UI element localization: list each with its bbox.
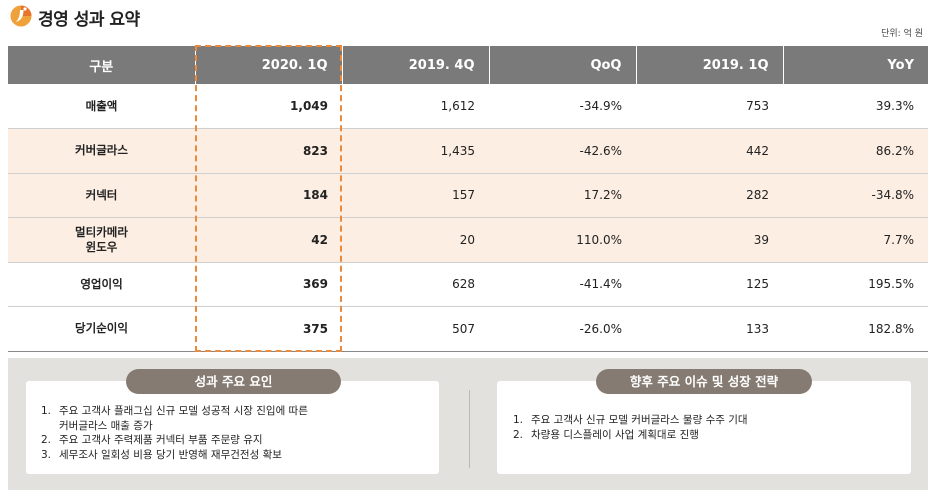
list-item: 2. 주요 고객사 주력제품 커넥터 부품 주문량 유지	[41, 433, 431, 448]
list-item-number: 1.	[41, 405, 52, 417]
cell-2020q1: 42	[195, 217, 342, 263]
cell-2020q1: 823	[195, 128, 342, 174]
list-item-text: 주요 고객사 플래그십 신규 모델 성공적 시장 진입에 따른	[59, 405, 308, 417]
strategy-card	[497, 381, 911, 474]
summary-panel: 성과 주요 요인 향후 주요 이슈 및 성장 전략 1. 주요 고객사 플래그십…	[8, 358, 928, 490]
page-title: 경영 성과 요약	[38, 10, 140, 30]
table-row: 커버글라스 823 1,435 -42.6% 442 86.2%	[8, 128, 928, 174]
list-item-text: 주요 고객사 신규 모델 커버글라스 물량 수주 기대	[531, 414, 748, 426]
cell-qoq: -42.6%	[489, 128, 636, 174]
list-item-text: 주요 고객사 주력제품 커넥터 부품 주문량 유지	[59, 434, 263, 446]
cell-qoq: -26.0%	[489, 306, 636, 352]
cell-2019q4: 507	[342, 306, 489, 352]
strategy-list: 1. 주요 고객사 신규 모델 커버글라스 물량 수주 기대 2. 차량용 디스…	[513, 413, 903, 442]
list-item: 2. 차량용 디스플레이 사업 계획대로 진행	[513, 428, 903, 443]
list-item-number: 3.	[41, 448, 52, 461]
row-label: 매출액	[8, 84, 195, 129]
row-label-line2: 윈도우	[85, 239, 118, 254]
cell-2019q4: 1,435	[342, 128, 489, 174]
list-item-text: 세무조사 일회성 비용 당기 반영해 재무건전성 확보	[59, 448, 282, 461]
table-row: 당기순이익 375 507 -26.0% 133 182.8%	[8, 306, 928, 352]
row-label: 영업이익	[8, 262, 195, 307]
strategy-title: 향후 주요 이슈 및 성장 전략	[596, 369, 812, 394]
cell-qoq: -34.9%	[489, 84, 636, 129]
cell-2019q1: 442	[636, 128, 783, 174]
cell-qoq: -41.4%	[489, 262, 636, 307]
factors-card	[26, 381, 439, 474]
list-item-number: 2.	[41, 434, 52, 446]
table-row: 매출액 1,049 1,612 -34.9% 753 39.3%	[8, 84, 928, 129]
unit-label: 단위: 억 원	[881, 29, 923, 39]
cell-2020q1: 375	[195, 306, 342, 352]
performance-table: 구분 2020. 1Q 2019. 4Q QoQ 2019. 1Q YoY 매출…	[8, 46, 928, 352]
cell-yoy: 195.5%	[783, 262, 928, 307]
table-header-row: 구분 2020. 1Q 2019. 4Q QoQ 2019. 1Q YoY	[8, 46, 928, 84]
list-item: 1. 주요 고객사 플래그십 신규 모델 성공적 시장 진입에 따른 커버글라스…	[41, 404, 431, 433]
column-header-qoq: QoQ	[489, 46, 637, 84]
list-item: 3. 세무조사 일회성 비용 당기 반영해 재무건전성 확보	[41, 448, 431, 463]
cell-2019q1: 282	[636, 173, 783, 218]
cell-2019q4: 628	[342, 262, 489, 307]
cell-qoq: 17.2%	[489, 173, 636, 218]
row-label-line1: 멀티카메라	[75, 224, 128, 239]
row-label: 당기순이익	[8, 306, 195, 352]
cell-2019q1: 753	[636, 84, 783, 129]
column-header-2019q4: 2019. 4Q	[342, 46, 490, 84]
cell-yoy: 182.8%	[783, 306, 928, 352]
table-row: 영업이익 369 628 -41.4% 125 195.5%	[8, 262, 928, 307]
row-label: 커넥터	[8, 173, 195, 218]
list-item-text: 차량용 디스플레이 사업 계획대로 진행	[531, 428, 699, 441]
cell-yoy: 86.2%	[783, 128, 928, 174]
cell-2019q4: 1,612	[342, 84, 489, 129]
cell-2019q1: 39	[636, 217, 783, 263]
company-logo-icon	[10, 5, 32, 27]
row-label: 커버글라스	[8, 128, 195, 174]
panel-divider	[469, 390, 470, 468]
cell-2020q1: 1,049	[195, 84, 342, 129]
list-item-number: 1.	[513, 414, 524, 426]
list-item-text-cont: 커버글라스 매출 증가	[59, 419, 153, 432]
list-item-number: 2.	[513, 428, 524, 441]
column-header-2020q1: 2020. 1Q	[195, 46, 343, 84]
table-row: 커넥터 184 157 17.2% 282 -34.8%	[8, 173, 928, 218]
cell-2019q1: 125	[636, 262, 783, 307]
cell-yoy: -34.8%	[783, 173, 928, 218]
cell-2020q1: 369	[195, 262, 342, 307]
cell-yoy: 39.3%	[783, 84, 928, 129]
cell-yoy: 7.7%	[783, 217, 928, 263]
cell-2019q4: 20	[342, 217, 489, 263]
column-header-yoy: YoY	[783, 46, 928, 84]
table-row: 멀티카메라 윈도우 42 20 110.0% 39 7.7%	[8, 217, 928, 263]
cell-2019q1: 133	[636, 306, 783, 352]
list-item: 1. 주요 고객사 신규 모델 커버글라스 물량 수주 기대	[513, 413, 903, 428]
row-label: 멀티카메라 윈도우	[8, 217, 195, 263]
cell-2020q1: 184	[195, 173, 342, 218]
cell-2019q4: 157	[342, 173, 489, 218]
cell-qoq: 110.0%	[489, 217, 636, 263]
column-header-category: 구분	[8, 46, 196, 84]
factors-title: 성과 주요 요인	[126, 369, 341, 394]
factors-list: 1. 주요 고객사 플래그십 신규 모델 성공적 시장 진입에 따른 커버글라스…	[41, 404, 431, 462]
column-header-2019q1: 2019. 1Q	[636, 46, 784, 84]
